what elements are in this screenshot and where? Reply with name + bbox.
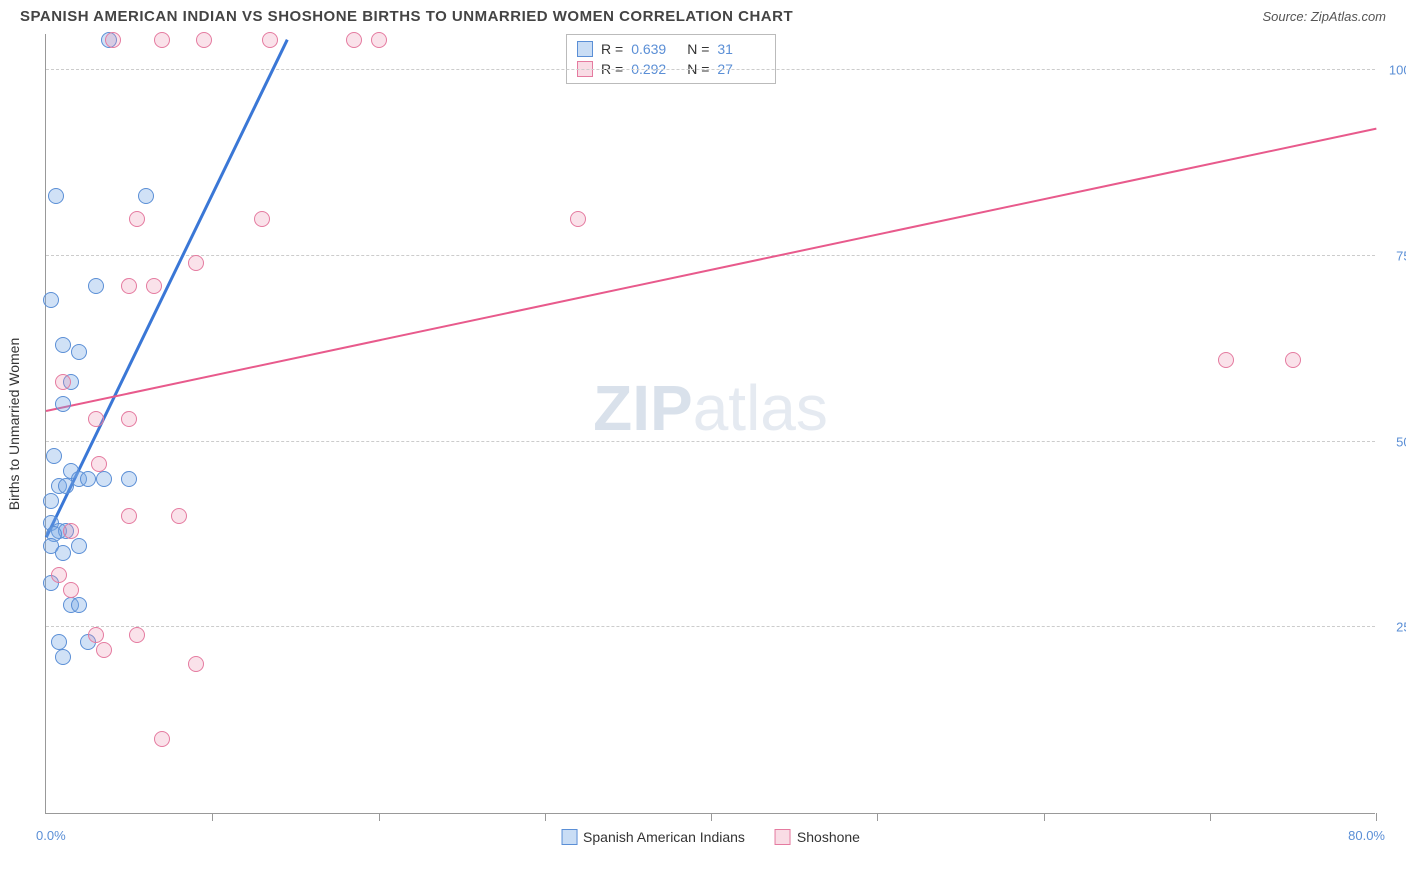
data-point (71, 597, 87, 613)
r-label: R = (601, 41, 623, 57)
data-point (121, 278, 137, 294)
data-point (63, 582, 79, 598)
data-point (1285, 352, 1301, 368)
data-point (121, 471, 137, 487)
data-point (55, 374, 71, 390)
data-point (346, 32, 362, 48)
x-tick (379, 813, 380, 821)
data-point (188, 656, 204, 672)
n-label: N = (687, 41, 709, 57)
data-point (55, 337, 71, 353)
swatch-series2-icon (775, 829, 791, 845)
data-point (146, 278, 162, 294)
data-point (188, 255, 204, 271)
chart-title: SPANISH AMERICAN INDIAN VS SHOSHONE BIRT… (20, 8, 793, 25)
chart-source: Source: ZipAtlas.com (1262, 9, 1386, 24)
data-point (570, 211, 586, 227)
x-tick (212, 813, 213, 821)
legend-label-series2: Shoshone (797, 829, 860, 845)
data-point (96, 642, 112, 658)
data-point (48, 188, 64, 204)
data-point (121, 411, 137, 427)
r-value-series1: 0.639 (631, 41, 679, 57)
x-tick (711, 813, 712, 821)
gridline-h (46, 255, 1375, 256)
y-tick-label: 100.0% (1389, 63, 1406, 78)
y-tick-label: 75.0% (1396, 248, 1406, 263)
chart-header: SPANISH AMERICAN INDIAN VS SHOSHONE BIRT… (0, 0, 1406, 29)
data-point (43, 493, 59, 509)
x-tick (1044, 813, 1045, 821)
trend-line-series1 (45, 39, 288, 538)
x-axis-min-label: 0.0% (36, 828, 66, 843)
swatch-series1 (577, 41, 593, 57)
data-point (63, 523, 79, 539)
plot-area: Births to Unmarried Women ZIPatlas R = 0… (45, 34, 1375, 814)
data-point (46, 448, 62, 464)
chart-container: Births to Unmarried Women ZIPatlas R = 0… (45, 34, 1386, 814)
data-point (88, 278, 104, 294)
data-point (88, 411, 104, 427)
gridline-h (46, 626, 1375, 627)
data-point (51, 634, 67, 650)
stats-legend: R = 0.639 N = 31 R = 0.292 N = 27 (566, 34, 776, 84)
gridline-h (46, 69, 1375, 70)
legend-item-series1: Spanish American Indians (561, 829, 745, 845)
data-point (262, 32, 278, 48)
gridline-h (46, 441, 1375, 442)
data-point (254, 211, 270, 227)
data-point (196, 32, 212, 48)
x-tick (1376, 813, 1377, 821)
y-axis-title: Births to Unmarried Women (6, 337, 22, 509)
data-point (96, 471, 112, 487)
data-point (1218, 352, 1234, 368)
data-point (55, 396, 71, 412)
legend-label-series1: Spanish American Indians (583, 829, 745, 845)
data-point (138, 188, 154, 204)
bottom-legend: Spanish American Indians Shoshone (561, 829, 860, 845)
x-axis-max-label: 80.0% (1348, 828, 1385, 843)
data-point (371, 32, 387, 48)
x-tick (545, 813, 546, 821)
watermark: ZIPatlas (593, 371, 828, 445)
data-point (55, 545, 71, 561)
data-point (121, 508, 137, 524)
data-point (129, 211, 145, 227)
data-point (71, 344, 87, 360)
x-tick (1210, 813, 1211, 821)
data-point (80, 471, 96, 487)
data-point (129, 627, 145, 643)
data-point (51, 567, 67, 583)
data-point (43, 292, 59, 308)
stats-row-series1: R = 0.639 N = 31 (577, 39, 765, 59)
legend-item-series2: Shoshone (775, 829, 860, 845)
data-point (58, 478, 74, 494)
y-tick-label: 50.0% (1396, 434, 1406, 449)
x-tick (877, 813, 878, 821)
data-point (105, 32, 121, 48)
data-point (71, 538, 87, 554)
data-point (154, 731, 170, 747)
n-value-series1: 31 (717, 41, 765, 57)
swatch-series1-icon (561, 829, 577, 845)
data-point (171, 508, 187, 524)
data-point (154, 32, 170, 48)
data-point (55, 649, 71, 665)
data-point (91, 456, 107, 472)
data-point (88, 627, 104, 643)
trend-line-series2 (46, 128, 1376, 412)
y-tick-label: 25.0% (1396, 620, 1406, 635)
